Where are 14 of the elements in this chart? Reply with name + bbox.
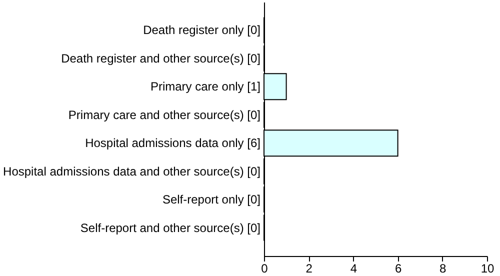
y-tick-label: Hospital admissions data only [6] (85, 136, 260, 150)
x-tick-label: 6 (394, 262, 402, 276)
x-tick-label: 0 (261, 262, 268, 276)
y-tick-label: Primary care and other source(s) [0] (68, 108, 260, 122)
x-tick-label: 8 (440, 262, 447, 276)
y-tick-label: Self-report and other source(s) [0] (80, 220, 260, 235)
x-tick-label: 2 (306, 262, 313, 276)
x-tick-label: 4 (350, 262, 358, 276)
x-tick-label: 10 (480, 262, 494, 276)
y-tick-label: Self-report only [0] (162, 192, 260, 207)
y-tick-label: Death register and other source(s) [0] (61, 51, 260, 66)
y-tick-label: Primary care only [1] (150, 80, 260, 94)
y-tick-label: Hospital admissions data and other source(s) [0] (3, 164, 260, 178)
y-tick-label: Death register only [0] (143, 23, 260, 38)
